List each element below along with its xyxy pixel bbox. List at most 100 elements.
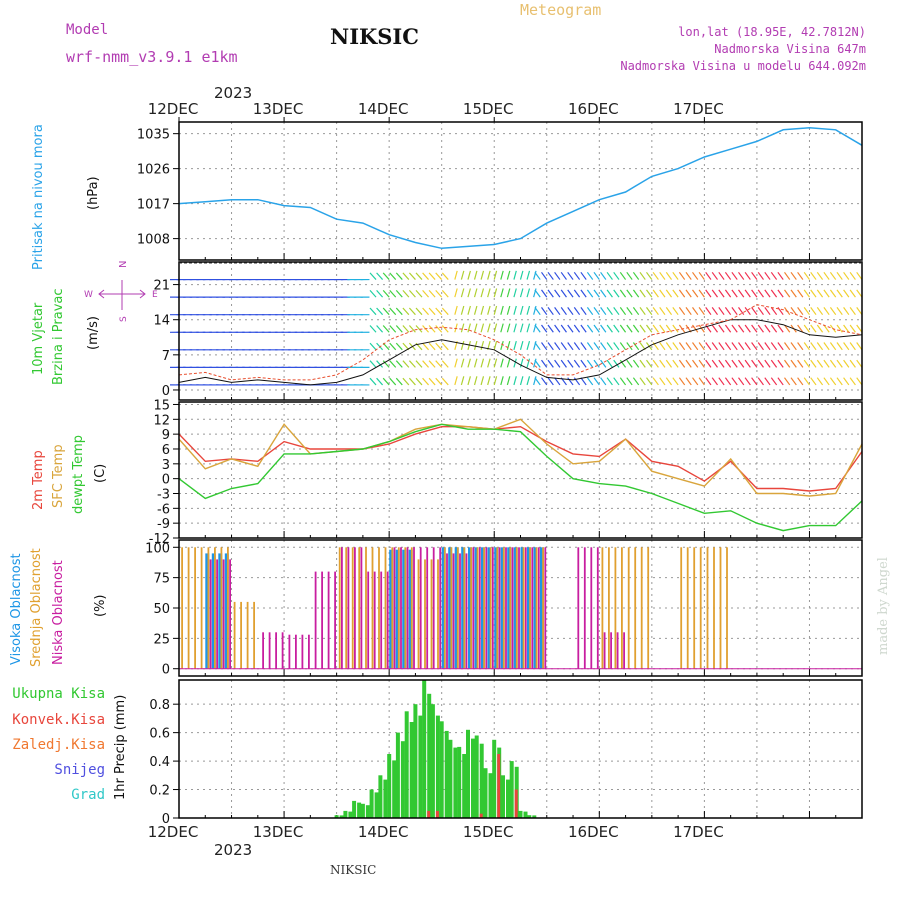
wind-arrow xyxy=(586,377,594,386)
wind-arrow xyxy=(646,271,653,280)
wind-arrow xyxy=(823,359,830,368)
wind-arrow xyxy=(493,323,498,333)
wind-arrow xyxy=(480,288,485,298)
wind-arrow xyxy=(738,324,745,333)
precip-total-bar xyxy=(448,739,453,818)
wind-arrow xyxy=(738,342,745,351)
wind-arrow xyxy=(764,307,771,316)
cloud-high-bar xyxy=(402,549,407,669)
wind-arrow xyxy=(613,359,620,368)
cloud-mid-bar xyxy=(443,547,446,669)
wind-arrow xyxy=(843,271,850,280)
wind-arrow xyxy=(619,307,627,316)
wind-arrow xyxy=(402,290,410,298)
precip-total-bar xyxy=(334,815,339,818)
wind-arrow xyxy=(823,342,830,351)
cloud-mid-bar xyxy=(529,547,531,669)
wind-arrow xyxy=(718,271,725,280)
wind-arrow xyxy=(506,340,511,350)
wind-arrow xyxy=(560,342,567,351)
cloud-low-bar xyxy=(505,547,507,669)
cloud-mid-bar xyxy=(397,547,400,669)
wind-arrow xyxy=(764,324,771,333)
wind-arrow xyxy=(389,307,397,316)
wind-arrow xyxy=(738,359,745,368)
wind-arrow xyxy=(757,307,764,316)
wind-arrow xyxy=(606,324,613,333)
wind-arrow xyxy=(534,324,541,333)
precip-total-bar xyxy=(457,746,462,818)
cloud-low-bar xyxy=(511,547,514,669)
wind-arrow xyxy=(467,305,471,315)
wind-arrow xyxy=(382,307,390,316)
cloud-panel: 0 25 50 75 100 xyxy=(145,539,863,678)
panel-background xyxy=(179,122,862,260)
wind-arrow xyxy=(724,307,732,316)
wind-arrow xyxy=(573,377,581,386)
cloud-low-bar xyxy=(485,547,488,669)
legend-snow: Snijeg xyxy=(54,762,105,778)
wind-arrow xyxy=(705,271,712,280)
wind-arrow xyxy=(829,289,837,298)
wind-arrow xyxy=(487,376,491,386)
cloud-high-bar xyxy=(494,547,499,669)
wind-arrow xyxy=(369,325,377,333)
wind-arrow xyxy=(731,359,738,368)
wind-arrow xyxy=(613,377,620,386)
cloud-low-bar xyxy=(301,634,304,669)
footer-station: NIKSIC xyxy=(330,863,376,877)
wind-arrow xyxy=(790,271,797,280)
wind-arrow xyxy=(454,358,458,368)
wind-arrow xyxy=(692,342,699,351)
wind-arrow xyxy=(586,307,594,316)
wind-arrow xyxy=(639,377,646,386)
cloud-low-bar xyxy=(314,571,317,669)
wind-arrow xyxy=(797,271,804,280)
wind-arrow xyxy=(460,323,465,333)
cloud-low-bar xyxy=(308,634,310,669)
wind-arrow xyxy=(646,377,653,386)
wind-arrow xyxy=(784,342,791,351)
cloud-low-bar xyxy=(268,632,271,669)
wind-arrow xyxy=(784,359,791,368)
wind-arrow xyxy=(619,342,627,351)
wind-arrow xyxy=(856,271,863,280)
wind-arrow xyxy=(764,359,771,368)
wind-arrow xyxy=(777,289,784,298)
wind-arrow xyxy=(415,377,423,386)
cloud-low-bar xyxy=(419,547,422,669)
wind-arrow xyxy=(369,289,377,298)
precip-total-bar xyxy=(374,792,379,818)
wind-arrow xyxy=(376,272,384,280)
wind-arrow xyxy=(685,342,692,351)
wind-arrow xyxy=(698,359,705,368)
wind-arrow xyxy=(428,325,436,333)
wind-arrow xyxy=(395,290,403,298)
cloud-high-bar xyxy=(408,549,413,669)
wind-arrow xyxy=(757,271,764,280)
y-tick-label: -12 xyxy=(149,532,170,547)
wind-arrow xyxy=(790,307,797,316)
wind-arrow xyxy=(567,377,574,386)
wind-arrow xyxy=(547,307,554,316)
cloud-high-bar xyxy=(481,547,485,669)
wind-arrow xyxy=(803,359,810,368)
precip-conv-bar xyxy=(514,789,518,818)
cloud-low-bar xyxy=(275,632,277,669)
wind-arrow xyxy=(829,271,837,280)
wind-arrow xyxy=(389,289,397,298)
wind-arrow xyxy=(797,307,804,316)
panel-border xyxy=(178,121,863,261)
wind-arrow xyxy=(731,342,738,351)
wind-arrow xyxy=(685,289,692,298)
wind-arrow xyxy=(534,307,541,316)
wind-arrow xyxy=(685,377,692,386)
wind-arrow xyxy=(836,377,843,386)
cloud-low-bar xyxy=(354,547,356,669)
cloud-low-bar xyxy=(216,559,218,669)
cloud-mid-bar xyxy=(437,559,439,669)
cloud-high-bar xyxy=(224,553,229,669)
y-tick-label: 6 xyxy=(162,443,170,458)
wind-arrow xyxy=(541,377,548,386)
wind-arrow xyxy=(460,305,465,315)
